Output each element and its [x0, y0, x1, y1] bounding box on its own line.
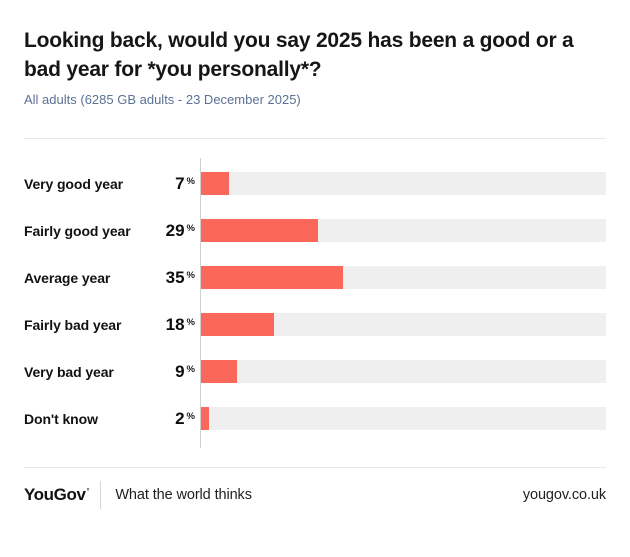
value-unit: % — [186, 316, 195, 328]
bar-fill — [201, 360, 238, 383]
bar-fill — [201, 266, 343, 289]
value-unit: % — [186, 175, 195, 187]
infographic: Looking back, would you say 2025 has bee… — [0, 26, 630, 509]
value-unit: % — [186, 363, 195, 375]
footer-url: yougov.co.uk — [522, 487, 606, 503]
trademark-icon: ° — [86, 487, 90, 496]
value-number: 35 — [165, 267, 185, 287]
value-label: 29% — [142, 221, 200, 241]
value-number: 18 — [165, 314, 185, 334]
bar-track — [201, 172, 606, 195]
footer-tagline: What the world thinks — [115, 487, 252, 503]
bar-track — [201, 407, 606, 430]
category-label: Very bad year — [24, 363, 114, 380]
axis-line — [200, 158, 201, 448]
footer-separator — [100, 481, 102, 509]
value-number: 2 — [175, 408, 185, 428]
value-unit: % — [186, 269, 195, 281]
category-label: Fairly good year — [24, 222, 131, 239]
yougov-logo-text: YouGov — [24, 485, 86, 504]
chart-row: Average year 35% — [24, 254, 606, 301]
chart-rows: Very good year 7% Fairly good year 29% A… — [24, 160, 606, 442]
bar-track — [201, 219, 606, 242]
bar-fill — [201, 313, 274, 336]
chart-row: Don't know 2% — [24, 395, 606, 442]
bar-chart: Very good year 7% Fairly good year 29% A… — [24, 158, 606, 448]
value-label: 35% — [142, 268, 200, 288]
value-number: 29 — [165, 220, 185, 240]
bar-fill — [201, 407, 210, 430]
yougov-logo: YouGov° — [24, 485, 90, 505]
value-number: 7 — [175, 173, 185, 193]
category-label: Average year — [24, 269, 111, 286]
value-unit: % — [186, 222, 195, 234]
bar-track — [201, 266, 606, 289]
value-label: 18% — [142, 315, 200, 335]
footer-divider — [24, 467, 606, 468]
chart-row: Very bad year 9% — [24, 348, 606, 395]
bar-fill — [201, 219, 319, 242]
bar-fill — [201, 172, 230, 195]
value-number: 9 — [175, 361, 185, 381]
chart-subtitle: All adults (6285 GB adults - 23 December… — [24, 92, 301, 107]
chart-row: Fairly bad year 18% — [24, 301, 606, 348]
header-divider — [24, 138, 606, 139]
footer: YouGov° What the world thinks yougov.co.… — [24, 468, 606, 509]
value-label: 7% — [142, 174, 200, 194]
chart-row: Fairly good year 29% — [24, 207, 606, 254]
category-label: Don't know — [24, 410, 98, 427]
value-unit: % — [186, 410, 195, 422]
category-label: Fairly bad year — [24, 316, 122, 333]
category-label: Very good year — [24, 175, 123, 192]
bar-track — [201, 313, 606, 336]
value-label: 9% — [142, 362, 200, 382]
bar-track — [201, 360, 606, 383]
chart-row: Very good year 7% — [24, 160, 606, 207]
value-label: 2% — [142, 409, 200, 429]
chart-title: Looking back, would you say 2025 has bee… — [24, 29, 574, 81]
